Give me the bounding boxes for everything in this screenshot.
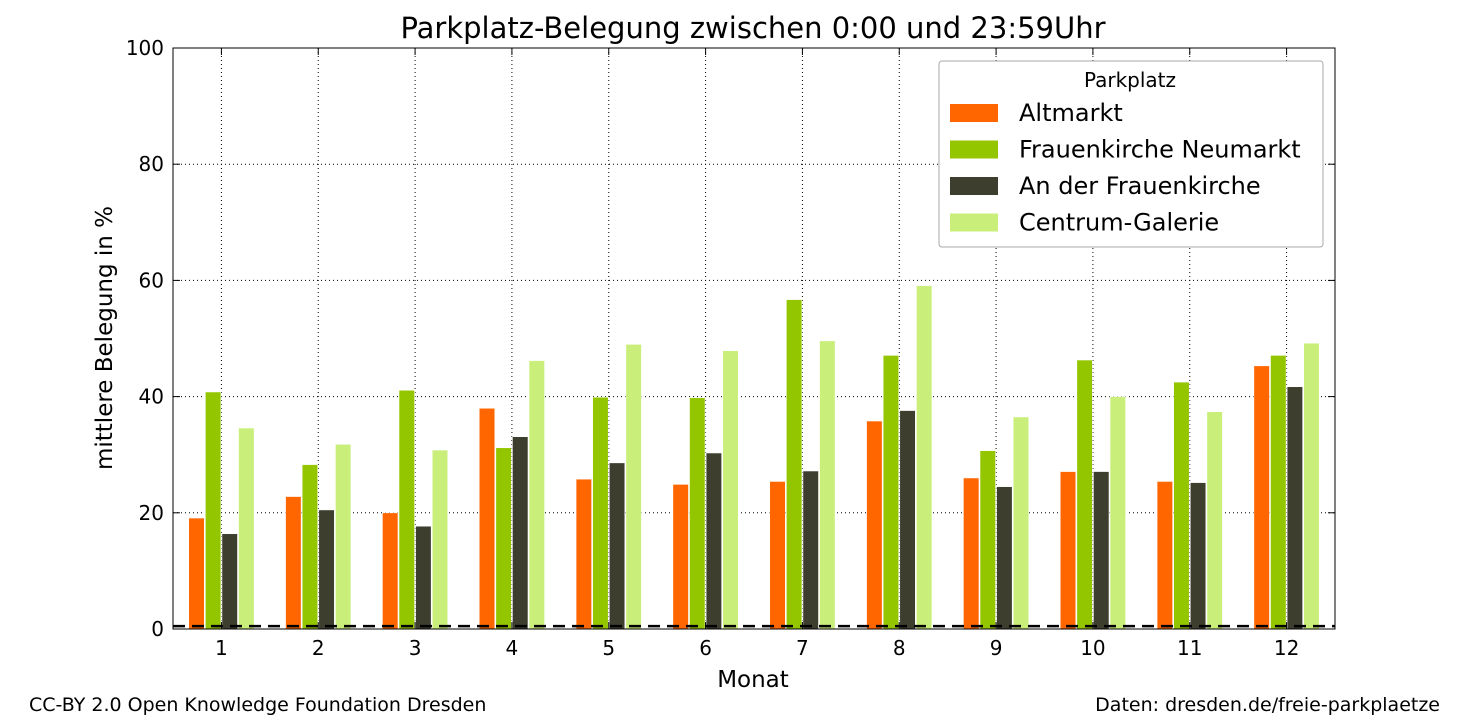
bar bbox=[1156, 481, 1173, 630]
bar bbox=[575, 478, 592, 630]
bar bbox=[1059, 471, 1077, 630]
y-tick-label: 20 bbox=[139, 501, 164, 525]
bar bbox=[528, 360, 545, 630]
bar bbox=[979, 450, 996, 630]
bar bbox=[495, 447, 512, 630]
y-axis-label: mittlere Belegung in % bbox=[92, 206, 118, 470]
legend-label: Centrum-Galerie bbox=[1019, 209, 1219, 237]
legend-swatch bbox=[950, 177, 998, 195]
bar bbox=[1303, 342, 1320, 630]
data-source-credit: Daten: dresden.de/freie-parkplaetze bbox=[1095, 694, 1440, 716]
bar bbox=[608, 462, 626, 630]
bar bbox=[1206, 411, 1223, 630]
legend-title: Parkplatz bbox=[1084, 68, 1176, 92]
bar bbox=[478, 407, 496, 630]
legend-label: Frauenkirche Neumarkt bbox=[1019, 136, 1301, 164]
x-tick-label: 6 bbox=[699, 636, 712, 660]
bar bbox=[592, 396, 609, 630]
bar bbox=[1189, 482, 1207, 630]
bar bbox=[705, 452, 722, 630]
bar bbox=[866, 420, 883, 630]
bar bbox=[238, 427, 255, 630]
bar bbox=[335, 443, 352, 630]
bar bbox=[899, 410, 916, 630]
bar bbox=[769, 481, 786, 630]
bar bbox=[205, 391, 222, 630]
bar bbox=[1093, 471, 1110, 630]
legend-swatch bbox=[950, 213, 998, 232]
bar bbox=[996, 486, 1013, 630]
legend: Parkplatz Altmarkt Frauenkirche Neumarkt An… bbox=[938, 60, 1324, 248]
bar bbox=[398, 389, 415, 630]
y-tick-label: 0 bbox=[151, 617, 164, 641]
legend-box bbox=[938, 60, 1324, 248]
bar bbox=[882, 355, 900, 630]
bar bbox=[786, 299, 803, 630]
bar bbox=[285, 496, 302, 630]
bar bbox=[625, 344, 642, 630]
bar bbox=[916, 285, 933, 630]
y-tick-label: 80 bbox=[139, 152, 164, 176]
bar bbox=[689, 397, 706, 630]
bar bbox=[722, 350, 739, 630]
legend-swatch bbox=[950, 104, 998, 122]
bar bbox=[963, 477, 980, 630]
x-tick-label: 9 bbox=[990, 636, 1003, 660]
x-tick-label: 2 bbox=[312, 636, 325, 660]
y-tick-label: 40 bbox=[139, 385, 164, 409]
y-tick-label: 60 bbox=[139, 268, 164, 292]
bar bbox=[318, 509, 335, 630]
bar bbox=[819, 340, 836, 630]
bar bbox=[1012, 416, 1030, 630]
x-tick-label: 10 bbox=[1080, 636, 1105, 660]
bar bbox=[1286, 386, 1303, 630]
bar bbox=[512, 436, 529, 630]
bar bbox=[221, 533, 238, 630]
bar bbox=[431, 449, 449, 630]
x-tick-label: 8 bbox=[893, 636, 906, 660]
legend-swatch bbox=[950, 140, 998, 159]
x-tick-label: 3 bbox=[409, 636, 422, 660]
bar bbox=[188, 517, 205, 630]
bar bbox=[301, 464, 319, 630]
legend-label: An der Frauenkirche bbox=[1019, 172, 1261, 200]
plot-frame bbox=[172, 47, 1336, 630]
bars bbox=[188, 285, 1320, 630]
bar bbox=[802, 470, 819, 630]
x-tick-label: 7 bbox=[796, 636, 809, 660]
x-tick-label: 12 bbox=[1274, 636, 1299, 660]
x-axis-label: Monat bbox=[717, 667, 789, 693]
bar bbox=[672, 484, 689, 630]
bar bbox=[415, 525, 432, 630]
x-tick-label: 11 bbox=[1177, 636, 1202, 660]
license-credit: CC-BY 2.0 Open Knowledge Foundation Dres… bbox=[29, 694, 487, 716]
x-tick-label: 4 bbox=[506, 636, 519, 660]
bar bbox=[382, 512, 399, 630]
bar bbox=[1270, 355, 1287, 630]
y-tick-label: 100 bbox=[126, 36, 164, 60]
bar bbox=[1076, 359, 1093, 630]
legend-label: Altmarkt bbox=[1019, 99, 1123, 127]
chart-title: Parkplatz-Belegung zwischen 0:00 und 23:… bbox=[400, 11, 1105, 45]
bar bbox=[1253, 365, 1270, 630]
x-tick-label: 1 bbox=[215, 636, 228, 660]
bar bbox=[1109, 396, 1126, 630]
x-tick-label: 5 bbox=[602, 636, 615, 660]
bar bbox=[1173, 381, 1190, 630]
